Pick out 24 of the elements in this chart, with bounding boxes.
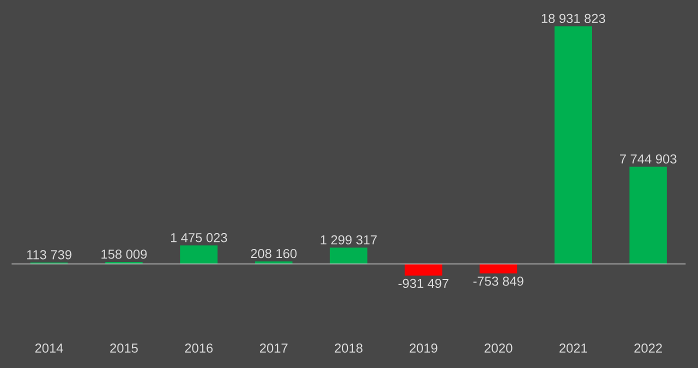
x-tick-label: 2016 — [185, 344, 213, 353]
x-tick-label: 2020 — [484, 344, 512, 353]
data-label: 1 475 023 — [171, 233, 228, 242]
data-label: 7 744 903 — [620, 154, 676, 164]
bar — [554, 26, 592, 264]
x-tick-label: 2019 — [410, 344, 438, 353]
data-label: -931 497 — [398, 278, 448, 288]
bar — [404, 264, 442, 276]
x-tick-label: 2017 — [260, 344, 288, 353]
bar — [330, 248, 368, 264]
x-tick-label: 2015 — [110, 344, 138, 353]
bar — [180, 245, 218, 264]
x-tick-label: 2018 — [334, 344, 362, 353]
data-label: 208 160 — [250, 248, 297, 258]
data-label: 18 931 823 — [542, 14, 606, 24]
data-label: 1 299 317 — [320, 235, 377, 244]
x-tick-label: 2022 — [634, 344, 662, 353]
bar — [480, 264, 518, 274]
x-tick-label: 2021 — [560, 344, 588, 353]
data-label: 158 009 — [102, 250, 147, 259]
data-label: 113 739 — [27, 250, 72, 260]
x-tick-label: 2014 — [35, 344, 64, 353]
bar — [629, 166, 667, 264]
data-label: -753 849 — [473, 276, 524, 286]
